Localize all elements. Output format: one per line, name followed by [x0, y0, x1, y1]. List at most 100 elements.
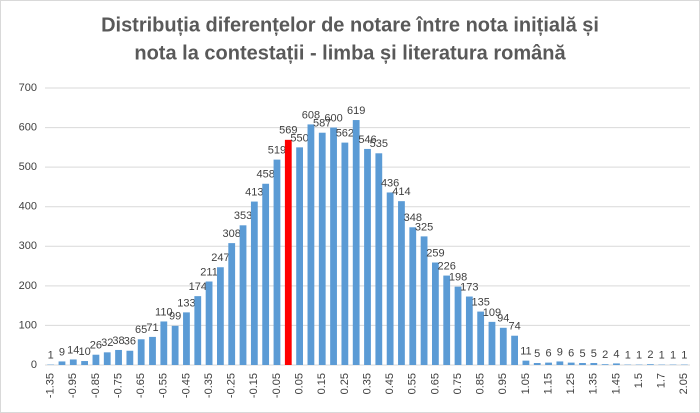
bar [217, 267, 224, 365]
data-label: 546 [358, 134, 376, 146]
x-tick-label: 1.05 [520, 373, 532, 394]
data-label: 65 [135, 324, 147, 336]
bar [477, 311, 485, 365]
data-label: 36 [124, 336, 136, 348]
bar [262, 183, 270, 365]
bar [160, 321, 168, 365]
bar [296, 147, 303, 365]
bar [58, 361, 66, 365]
bar [432, 262, 439, 365]
y-tick-label: 0 [31, 359, 37, 371]
bar [488, 321, 496, 365]
chart-title: Distribuția diferențelor de notare între… [101, 14, 599, 36]
data-label: 110 [155, 306, 173, 318]
x-tick-label: -0.45 [180, 373, 192, 398]
x-tick-label: 0.25 [339, 373, 351, 394]
data-label: 4 [613, 348, 619, 360]
bar [375, 153, 383, 365]
x-tick-label: 0.45 [384, 373, 396, 394]
data-label: 1 [625, 350, 631, 362]
bar [205, 281, 213, 365]
data-label: 135 [471, 296, 489, 308]
bar [69, 359, 77, 365]
data-label: 1 [48, 350, 54, 362]
bar [601, 364, 609, 365]
bar [126, 350, 134, 365]
y-tick-label: 600 [19, 121, 37, 133]
bar [409, 227, 417, 365]
data-label: 71 [146, 322, 158, 334]
bar [137, 339, 145, 365]
data-label: 414 [392, 186, 410, 198]
data-label: 109 [483, 307, 501, 319]
data-label: 608 [302, 109, 320, 121]
data-label: 99 [169, 311, 181, 323]
data-label: 308 [223, 228, 241, 240]
y-tick-label: 400 [19, 201, 37, 213]
x-tick-label: -0.85 [90, 373, 102, 398]
data-label: 5 [534, 348, 540, 360]
data-label: 226 [438, 260, 456, 272]
x-tick-label: 0.65 [429, 373, 441, 394]
x-tick-label: -0.35 [203, 373, 215, 398]
data-label: 458 [256, 169, 274, 181]
bar [92, 354, 100, 365]
data-label: 10 [78, 346, 90, 358]
bar [590, 363, 598, 365]
bar [386, 192, 394, 365]
data-label: 2 [602, 349, 608, 361]
data-label: 9 [557, 346, 563, 358]
x-tick-label: -0.25 [226, 373, 238, 398]
x-tick-label: 0.05 [294, 373, 306, 394]
bar [567, 362, 575, 365]
x-tick-label: 1.25 [565, 373, 577, 394]
bar [499, 327, 507, 365]
bar [341, 142, 349, 365]
y-tick-label: 300 [19, 240, 37, 252]
x-tick-label: 1.15 [542, 373, 554, 394]
x-tick-label: -0.95 [67, 373, 79, 398]
x-tick-label: 0.85 [475, 373, 487, 394]
bar [115, 349, 122, 365]
bar [183, 312, 190, 365]
bar [511, 335, 518, 365]
data-label: 259 [426, 247, 444, 259]
x-tick-label: 1.5 [633, 373, 645, 388]
data-label: 1 [670, 350, 676, 362]
data-label: 1 [659, 350, 665, 362]
data-label: 74 [508, 321, 520, 333]
data-label: 6 [568, 348, 574, 360]
bar [250, 201, 258, 365]
data-label: 436 [381, 177, 399, 189]
data-label: 6 [545, 348, 551, 360]
chart-title: nota la contestații - limba și literatur… [134, 42, 566, 64]
bar [149, 336, 156, 365]
data-label: 94 [497, 313, 509, 325]
x-tick-label: 1.45 [610, 373, 622, 394]
x-tick-label: -0.05 [271, 373, 283, 398]
x-tick-label: -1.35 [45, 373, 57, 398]
data-label: 413 [245, 186, 263, 198]
y-tick-label: 700 [19, 82, 37, 94]
bar [194, 296, 202, 365]
x-tick-label: 0.95 [497, 373, 509, 394]
data-label: 550 [290, 132, 308, 144]
data-label: 133 [177, 297, 195, 309]
bar [443, 275, 451, 365]
data-label: 519 [268, 145, 286, 157]
x-tick-label: -0.55 [158, 373, 170, 398]
bar [398, 201, 405, 365]
x-tick-label: -0.65 [135, 373, 147, 398]
data-label: 5 [579, 348, 585, 360]
bar [420, 236, 428, 365]
data-label: 348 [404, 212, 422, 224]
data-label: 14 [67, 344, 79, 356]
data-label: 1 [681, 350, 687, 362]
x-tick-label: -0.15 [248, 373, 260, 398]
x-tick-label: 2.05 [678, 373, 690, 394]
x-tick-label: 0.55 [407, 373, 419, 394]
data-label: 600 [324, 112, 342, 124]
bar [103, 352, 111, 365]
bar [454, 286, 462, 365]
